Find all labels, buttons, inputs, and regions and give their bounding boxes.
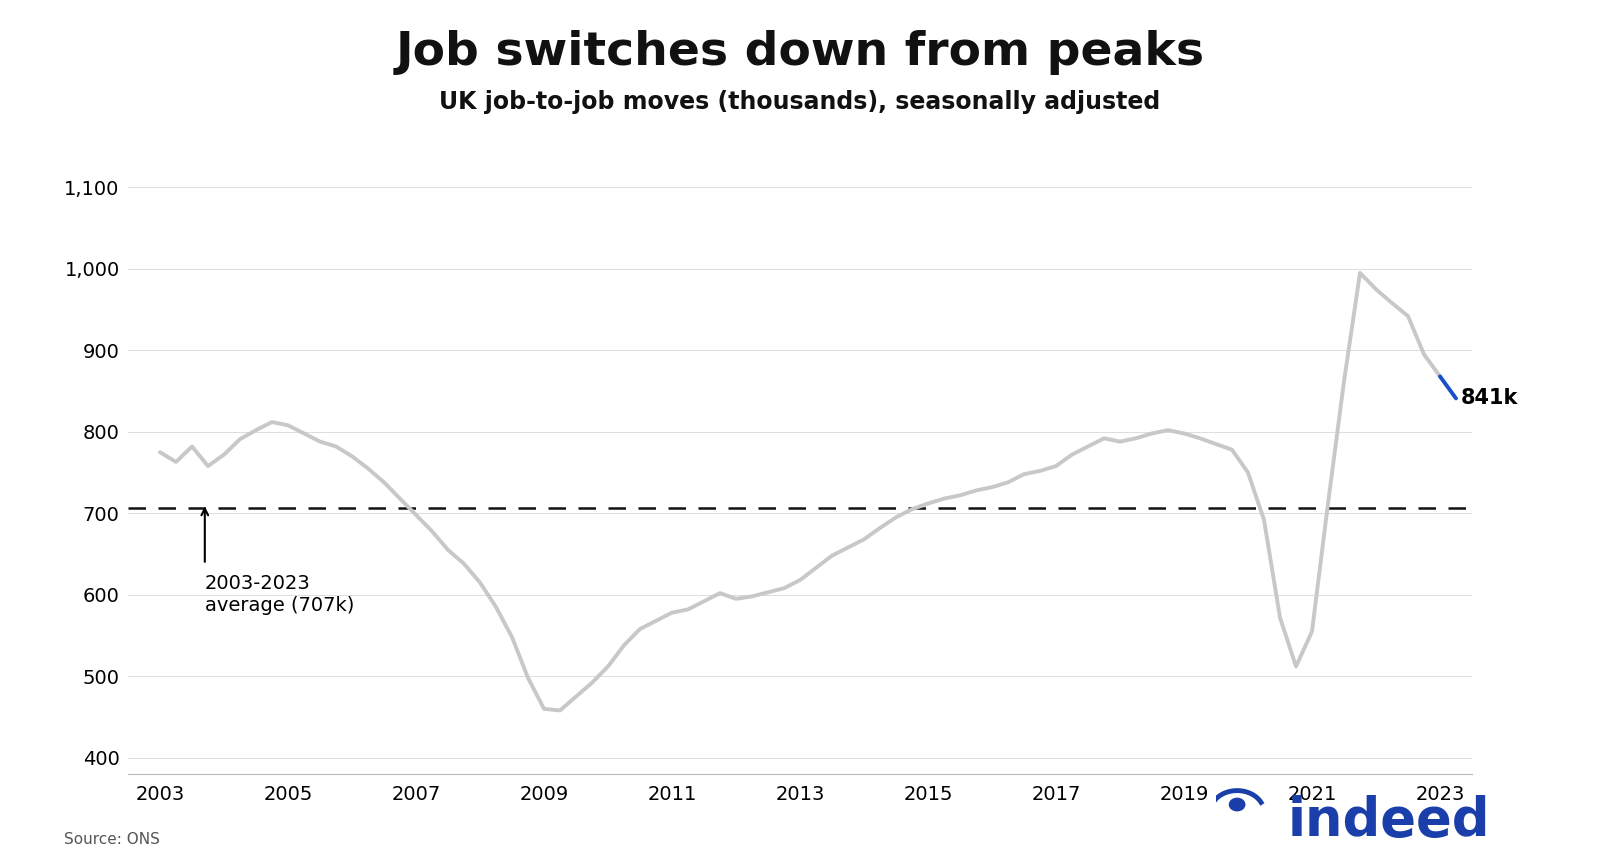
Text: Job switches down from peaks: Job switches down from peaks [395,30,1205,75]
Text: Source: ONS: Source: ONS [64,832,160,847]
Circle shape [1229,798,1245,811]
Text: 841k: 841k [1461,389,1518,408]
Text: indeed: indeed [1288,796,1491,847]
Text: UK job-to-job moves (thousands), seasonally adjusted: UK job-to-job moves (thousands), seasona… [440,90,1160,114]
Text: 2003-2023
average (707k): 2003-2023 average (707k) [205,574,354,616]
